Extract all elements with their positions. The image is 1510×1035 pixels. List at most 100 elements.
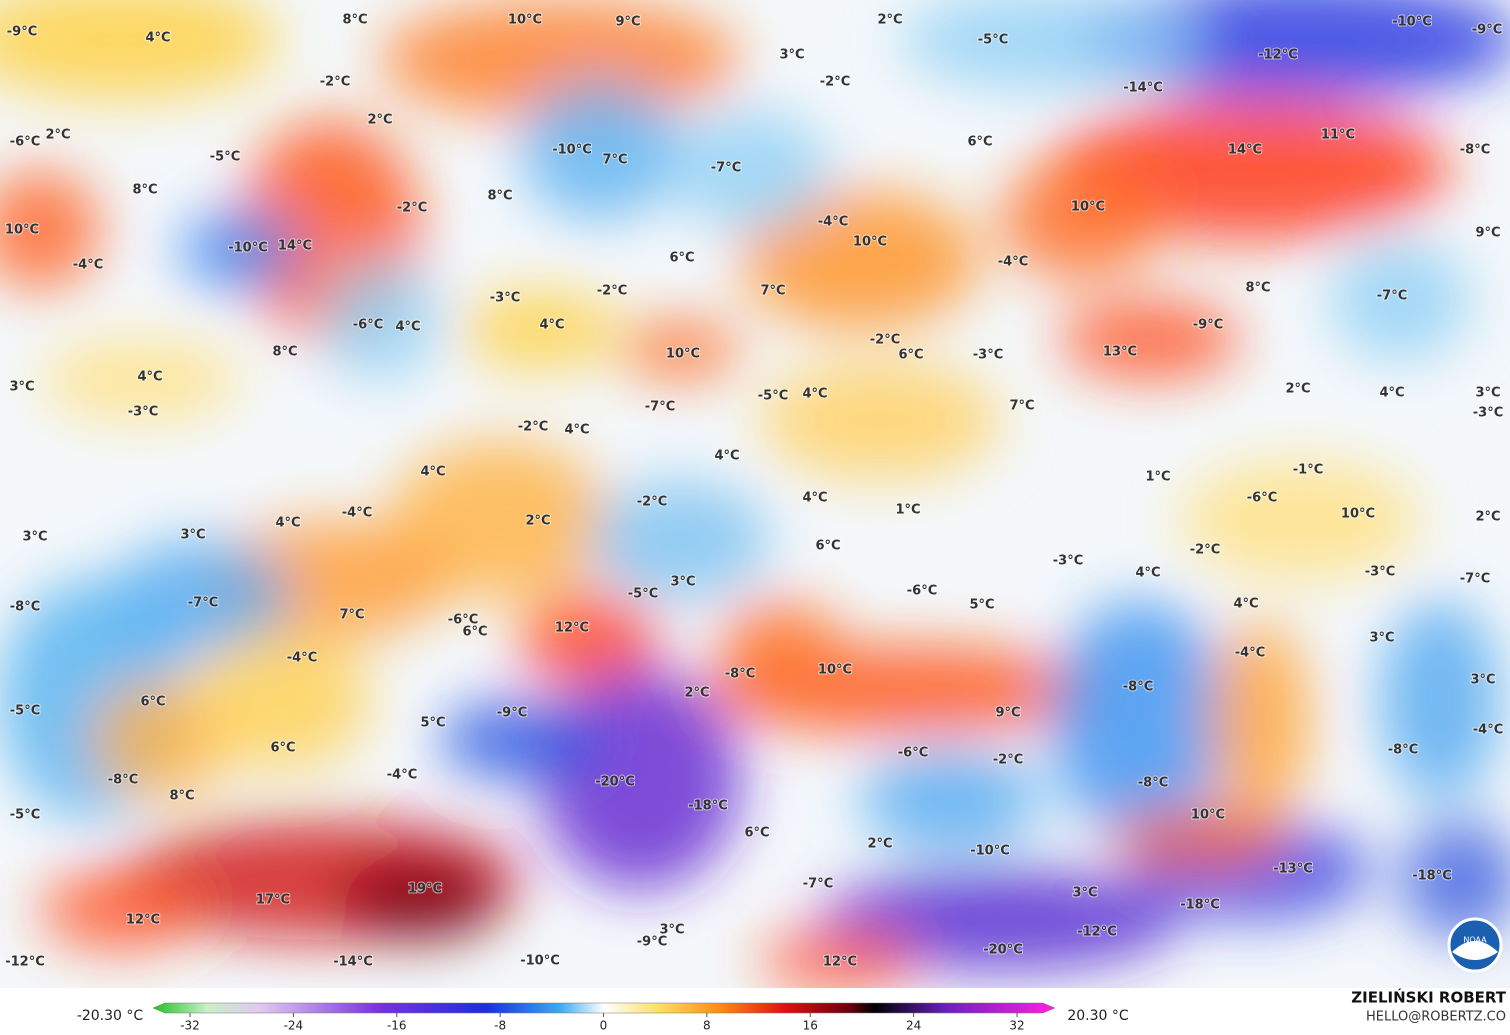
temperature-label: -2°C <box>597 284 627 299</box>
temperature-label: 4°C <box>1379 386 1404 401</box>
temperature-area <box>820 870 1180 970</box>
colorbar-tick-label: -16 <box>387 1019 407 1033</box>
temperature-label: 4°C <box>714 449 739 464</box>
temperature-label: 4°C <box>275 516 300 531</box>
temperature-label: 10°C <box>1071 200 1105 215</box>
temperature-label: 12°C <box>555 621 589 636</box>
map-labels: -9°C 4°C 8°C 10°C 9°C 2°C -5°C -10°C -9°C 3°C -2°C… <box>4 12 1504 971</box>
temperature-label: -12°C <box>1077 925 1117 940</box>
temperature-label: 6°C <box>462 625 487 640</box>
temperature-label: -12°C <box>5 955 45 970</box>
temperature-area <box>620 320 740 380</box>
legend-max: 20.30 °C <box>1067 1008 1129 1024</box>
temperature-label: 2°C <box>867 837 892 852</box>
temperature-label: -2°C <box>993 753 1023 768</box>
legend-min: -20.30 °C <box>77 1008 144 1024</box>
temperature-area <box>190 630 370 770</box>
temperature-area <box>1110 810 1290 870</box>
temperature-label: 4°C <box>420 465 445 480</box>
temperature-label: 4°C <box>802 491 827 506</box>
temperature-area <box>0 170 100 290</box>
temperature-area <box>590 480 770 600</box>
temperature-label: -3°C <box>1365 565 1395 580</box>
temperature-label: -4°C <box>287 651 317 666</box>
temperature-label: 7°C <box>339 608 364 623</box>
temperature-label: 3°C <box>1072 886 1097 901</box>
temperature-area <box>520 80 680 220</box>
temperature-label: -12°C <box>1258 48 1298 63</box>
temperature-label: -20°C <box>595 775 635 790</box>
temperature-label: 5°C <box>969 598 994 613</box>
temperature-label: 11°C <box>1321 128 1355 143</box>
temperature-label: 2°C <box>877 13 902 28</box>
temperature-label: 3°C <box>779 48 804 63</box>
temperature-label: 4°C <box>802 387 827 402</box>
colorbar-tick-label: -8 <box>494 1019 506 1033</box>
temperature-label: -14°C <box>333 955 373 970</box>
temperature-label: 10°C <box>5 223 39 238</box>
temperature-area <box>1400 820 1510 940</box>
temperature-area <box>1000 160 1160 280</box>
temperature-label: -9°C <box>1472 23 1502 38</box>
temperature-label: -8°C <box>1388 743 1418 758</box>
temperature-area <box>740 190 980 330</box>
temperature-label: -4°C <box>818 215 848 230</box>
temperature-area <box>860 750 1040 850</box>
temperature-label: 10°C <box>1191 808 1225 823</box>
temperature-label: -10°C <box>1392 15 1432 30</box>
temperature-area <box>900 0 1200 90</box>
temperature-label: -2°C <box>320 75 350 90</box>
temperature-label: 9°C <box>995 706 1020 721</box>
temperature-label: -4°C <box>1473 723 1503 738</box>
temperature-label: -4°C <box>387 768 417 783</box>
temperature-area <box>0 0 280 100</box>
temperature-label: 14°C <box>278 239 312 254</box>
temperature-label: 12°C <box>126 913 160 928</box>
temperature-label: -5°C <box>628 587 658 602</box>
temperature-label: -5°C <box>978 33 1008 48</box>
temperature-area <box>1060 300 1240 380</box>
temperature-area <box>720 600 840 680</box>
temperature-label: 3°C <box>1369 631 1394 646</box>
temperature-label: 12°C <box>823 955 857 970</box>
temperature-label: -3°C <box>1473 406 1503 421</box>
temperature-area <box>40 870 200 950</box>
temperature-label: -4°C <box>342 506 372 521</box>
temperature-label: 2°C <box>1475 510 1500 525</box>
colorbar-tick-label: -24 <box>284 1019 304 1033</box>
temperature-label: 2°C <box>525 514 550 529</box>
temperature-label: 19°C <box>408 882 442 897</box>
temperature-label: 8°C <box>1245 281 1270 296</box>
temperature-label: 10°C <box>1341 507 1375 522</box>
temperature-label: 10°C <box>818 663 852 678</box>
temperature-label: 8°C <box>487 189 512 204</box>
colorbar-tick-label: 16 <box>803 1019 818 1033</box>
temperature-label: 1°C <box>1145 470 1170 485</box>
temperature-label: -2°C <box>637 495 667 510</box>
temperature-label: 3°C <box>9 380 34 395</box>
temperature-area <box>390 440 610 600</box>
temperature-field <box>0 0 1510 988</box>
temperature-label: -9°C <box>7 25 37 40</box>
temperature-label: -5°C <box>210 150 240 165</box>
temperature-label: 3°C <box>659 923 684 938</box>
temperature-label: 14°C <box>1228 143 1262 158</box>
temperature-label: -18°C <box>1180 898 1220 913</box>
temperature-label: 6°C <box>744 826 769 841</box>
temperature-label: -8°C <box>1460 143 1490 158</box>
temperature-area <box>1330 240 1470 360</box>
temperature-label: 10°C <box>508 13 542 28</box>
temperature-area <box>1050 600 1230 840</box>
temperature-label: -6°C <box>1247 491 1277 506</box>
temperature-area <box>670 110 830 230</box>
temperature-area <box>320 260 440 380</box>
temperature-label: 3°C <box>1475 386 1500 401</box>
temperature-label: -6°C <box>898 746 928 761</box>
temperature-label: 17°C <box>256 893 290 908</box>
temperature-label: -2°C <box>1190 543 1220 558</box>
temperature-label: 3°C <box>1470 673 1495 688</box>
temperature-label: 8°C <box>342 13 367 28</box>
temperature-label: 6°C <box>270 741 295 756</box>
temperature-label: -5°C <box>10 808 40 823</box>
